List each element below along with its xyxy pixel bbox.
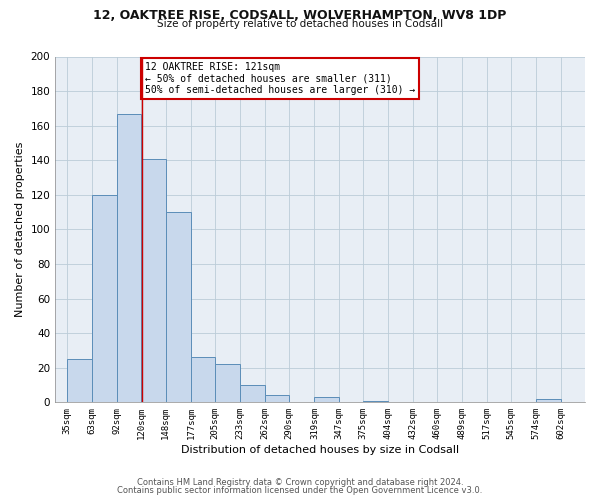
Text: Contains public sector information licensed under the Open Government Licence v3: Contains public sector information licen… [118,486,482,495]
Bar [239,385,265,402]
Text: 12 OAKTREE RISE: 121sqm
← 50% of detached houses are smaller (311)
50% of semi-d: 12 OAKTREE RISE: 121sqm ← 50% of detache… [145,62,415,95]
Bar [141,158,166,402]
Bar [265,396,289,402]
Bar [191,358,215,403]
Bar [166,212,191,402]
Text: 12, OAKTREE RISE, CODSALL, WOLVERHAMPTON, WV8 1DP: 12, OAKTREE RISE, CODSALL, WOLVERHAMPTON… [94,9,506,22]
Y-axis label: Number of detached properties: Number of detached properties [15,142,25,317]
X-axis label: Distribution of detached houses by size in Codsall: Distribution of detached houses by size … [181,445,459,455]
Bar [67,359,92,403]
Bar [92,195,117,402]
Bar [314,397,339,402]
Text: Contains HM Land Registry data © Crown copyright and database right 2024.: Contains HM Land Registry data © Crown c… [137,478,463,487]
Bar [215,364,239,403]
Bar [363,400,388,402]
Bar [117,114,141,403]
Text: Size of property relative to detached houses in Codsall: Size of property relative to detached ho… [157,19,443,29]
Bar [536,399,560,402]
